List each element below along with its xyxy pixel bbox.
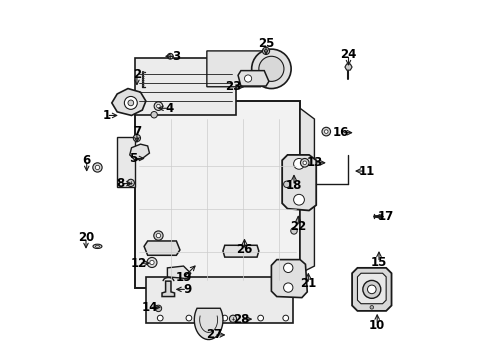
Circle shape <box>362 280 380 298</box>
Circle shape <box>283 181 289 188</box>
Text: 2: 2 <box>133 68 141 81</box>
Polygon shape <box>206 51 271 87</box>
Text: 20: 20 <box>78 231 94 244</box>
Text: 7: 7 <box>133 125 141 138</box>
Circle shape <box>124 96 137 109</box>
Circle shape <box>154 102 163 111</box>
Text: 21: 21 <box>300 278 316 291</box>
Circle shape <box>147 257 157 267</box>
Text: 19: 19 <box>175 271 191 284</box>
Text: 12: 12 <box>130 257 146 270</box>
Circle shape <box>156 233 160 238</box>
Circle shape <box>156 104 160 108</box>
Circle shape <box>251 49 290 89</box>
Circle shape <box>149 260 154 265</box>
Circle shape <box>157 315 163 321</box>
Polygon shape <box>145 277 292 323</box>
Circle shape <box>283 283 292 292</box>
Polygon shape <box>117 137 135 187</box>
Text: 22: 22 <box>289 220 306 233</box>
Circle shape <box>155 305 162 312</box>
Circle shape <box>293 158 304 169</box>
Text: 26: 26 <box>236 243 252 256</box>
Circle shape <box>293 194 304 205</box>
Circle shape <box>95 165 100 170</box>
Text: 23: 23 <box>224 80 241 93</box>
Circle shape <box>185 315 191 321</box>
Text: 25: 25 <box>257 37 274 50</box>
Polygon shape <box>300 108 314 273</box>
Circle shape <box>303 161 306 165</box>
Circle shape <box>282 315 288 321</box>
Text: 27: 27 <box>205 328 222 341</box>
Text: 17: 17 <box>377 210 393 223</box>
Polygon shape <box>135 101 300 288</box>
Circle shape <box>369 306 373 309</box>
Polygon shape <box>135 58 235 116</box>
Text: 11: 11 <box>358 165 374 177</box>
Ellipse shape <box>93 244 102 248</box>
Text: 6: 6 <box>82 154 91 167</box>
Circle shape <box>257 315 263 321</box>
Text: 5: 5 <box>129 152 137 165</box>
Polygon shape <box>282 155 316 211</box>
Text: 1: 1 <box>102 109 110 122</box>
Circle shape <box>262 47 269 54</box>
Circle shape <box>167 53 173 59</box>
Text: 16: 16 <box>332 126 349 139</box>
Text: 15: 15 <box>370 256 386 269</box>
Text: 8: 8 <box>117 177 124 190</box>
Text: 9: 9 <box>183 283 191 296</box>
Polygon shape <box>162 281 174 297</box>
Circle shape <box>290 228 297 234</box>
Polygon shape <box>112 89 145 116</box>
Circle shape <box>133 134 140 141</box>
Circle shape <box>229 315 236 322</box>
Polygon shape <box>129 144 149 160</box>
Text: 14: 14 <box>141 301 157 314</box>
Text: 24: 24 <box>340 48 356 61</box>
Polygon shape <box>223 245 258 257</box>
Text: 4: 4 <box>165 102 173 115</box>
Circle shape <box>93 163 102 172</box>
Circle shape <box>151 112 157 118</box>
Text: 3: 3 <box>172 50 180 63</box>
Circle shape <box>127 179 134 186</box>
Ellipse shape <box>95 246 100 247</box>
Circle shape <box>367 285 375 294</box>
Text: 18: 18 <box>285 179 302 192</box>
Text: 13: 13 <box>305 156 322 169</box>
Text: 10: 10 <box>368 319 385 332</box>
Circle shape <box>258 56 284 81</box>
Circle shape <box>222 315 227 321</box>
Circle shape <box>153 231 163 240</box>
Text: 28: 28 <box>232 312 248 326</box>
Circle shape <box>264 49 267 52</box>
Polygon shape <box>238 71 268 86</box>
Circle shape <box>244 75 251 82</box>
Circle shape <box>283 263 292 273</box>
Polygon shape <box>351 268 391 311</box>
Polygon shape <box>344 64 351 70</box>
Polygon shape <box>271 260 306 298</box>
Polygon shape <box>144 241 180 255</box>
Circle shape <box>300 158 308 167</box>
Circle shape <box>324 130 327 134</box>
Circle shape <box>321 127 330 136</box>
Polygon shape <box>194 308 223 339</box>
Polygon shape <box>167 266 190 279</box>
Circle shape <box>128 100 133 106</box>
Polygon shape <box>357 273 386 304</box>
